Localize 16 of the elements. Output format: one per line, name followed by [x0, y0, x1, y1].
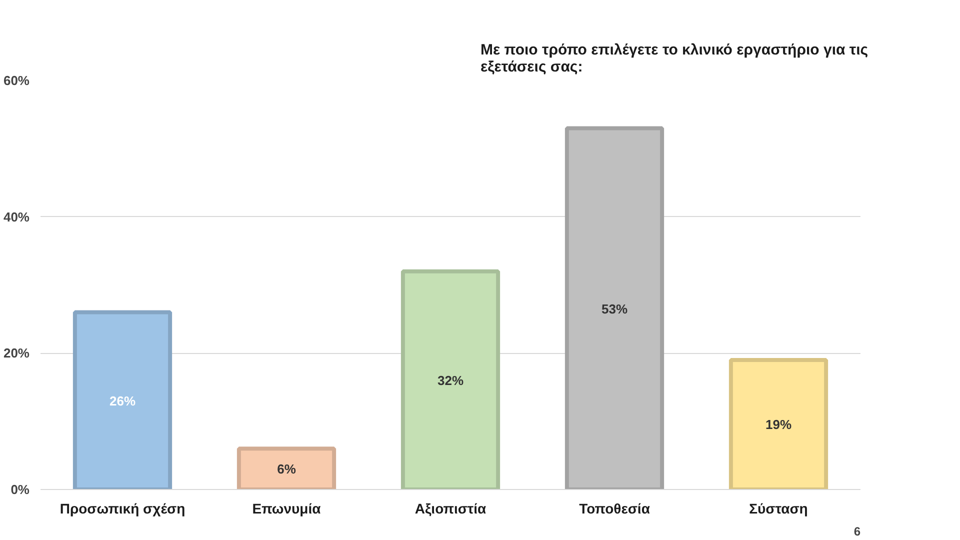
data-label: 26% [109, 393, 136, 408]
x-tick-label: Τοποθεσία [579, 500, 650, 516]
chart-title: Με ποιο τρόπο επιλέγετε το κλινικό εργαστήριο για τις εξετάσεις σας: [480, 42, 868, 76]
data-label: 19% [765, 417, 792, 432]
y-tick-label: 60% [3, 73, 30, 88]
x-tick-label: Προσωπική σχέση [60, 500, 186, 516]
text: 6 [854, 524, 861, 538]
x-tick-label: Αξιοπιστία [414, 500, 487, 516]
x-tick-label: Σύσταση [749, 500, 808, 516]
y-tick-label: 20% [3, 346, 30, 361]
y-tick-label: 40% [3, 209, 30, 224]
data-label: 32% [437, 372, 464, 388]
data-label: 53% [601, 301, 628, 316]
data-label: 6% [277, 462, 296, 477]
x-tick-label: Επωνυμία [252, 500, 322, 516]
y-tick-label: 0% [10, 482, 30, 497]
